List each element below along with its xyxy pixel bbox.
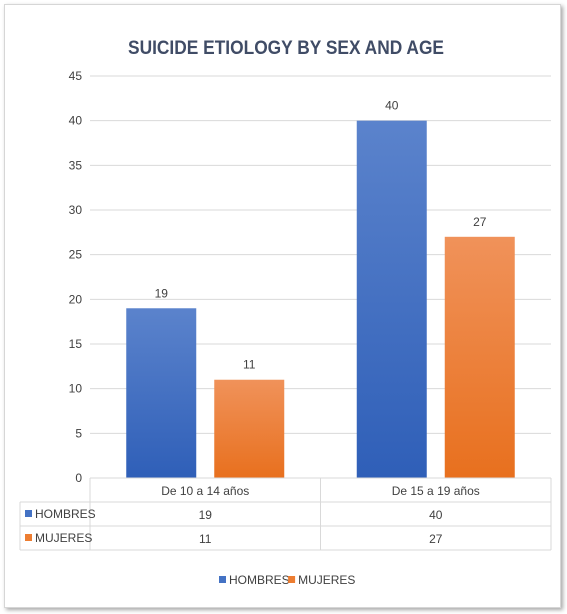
legend-label: HOMBRES — [229, 573, 290, 587]
legend-key — [219, 576, 226, 583]
data-label: 11 — [243, 358, 256, 372]
table-legend-key — [25, 534, 32, 541]
data-labels: 19 11 40 27 — [155, 99, 487, 372]
table-cell: 19 — [199, 508, 213, 522]
y-tick-label: 0 — [75, 471, 82, 485]
x-category-label: De 10 a 14 años — [161, 484, 249, 498]
legend-key — [288, 576, 296, 583]
x-category-label: De 15 a 19 años — [392, 484, 480, 498]
table-cell: 40 — [429, 508, 443, 522]
table-cell: 27 — [429, 532, 443, 546]
y-tick-label: 20 — [69, 292, 83, 306]
y-tick-label: 25 — [69, 248, 83, 262]
data-label: 27 — [473, 215, 487, 229]
chart-title: SUICIDE ETIOLOGY BY SEX AND AGE — [128, 38, 444, 59]
y-tick-label: 15 — [69, 337, 83, 351]
bar — [444, 236, 515, 478]
data-table: De 10 a 14 años De 15 a 19 años HOMBRES 19 4… — [19, 477, 552, 551]
y-tick-label: 5 — [75, 426, 82, 440]
y-tick-label: 10 — [69, 382, 83, 396]
data-label: 40 — [385, 99, 399, 113]
bar — [214, 379, 285, 478]
table-series-name: HOMBRES — [35, 507, 96, 521]
y-tick-label: 30 — [69, 203, 83, 217]
bar — [356, 120, 427, 479]
table-legend-key — [25, 510, 32, 517]
legend: HOMBRES MUJERES — [219, 573, 355, 587]
legend-label: MUJERES — [298, 573, 355, 587]
table-cell: 11 — [199, 532, 212, 546]
y-tick-label: 35 — [69, 158, 83, 172]
bars — [126, 120, 515, 479]
data-label: 19 — [155, 286, 169, 300]
bar — [126, 308, 197, 478]
y-tick-label: 40 — [69, 114, 83, 128]
y-axis-ticks: 0 5 10 15 20 25 30 35 40 45 — [69, 69, 83, 485]
table-series-name: MUJERES — [35, 531, 92, 545]
y-tick-label: 45 — [69, 69, 83, 83]
